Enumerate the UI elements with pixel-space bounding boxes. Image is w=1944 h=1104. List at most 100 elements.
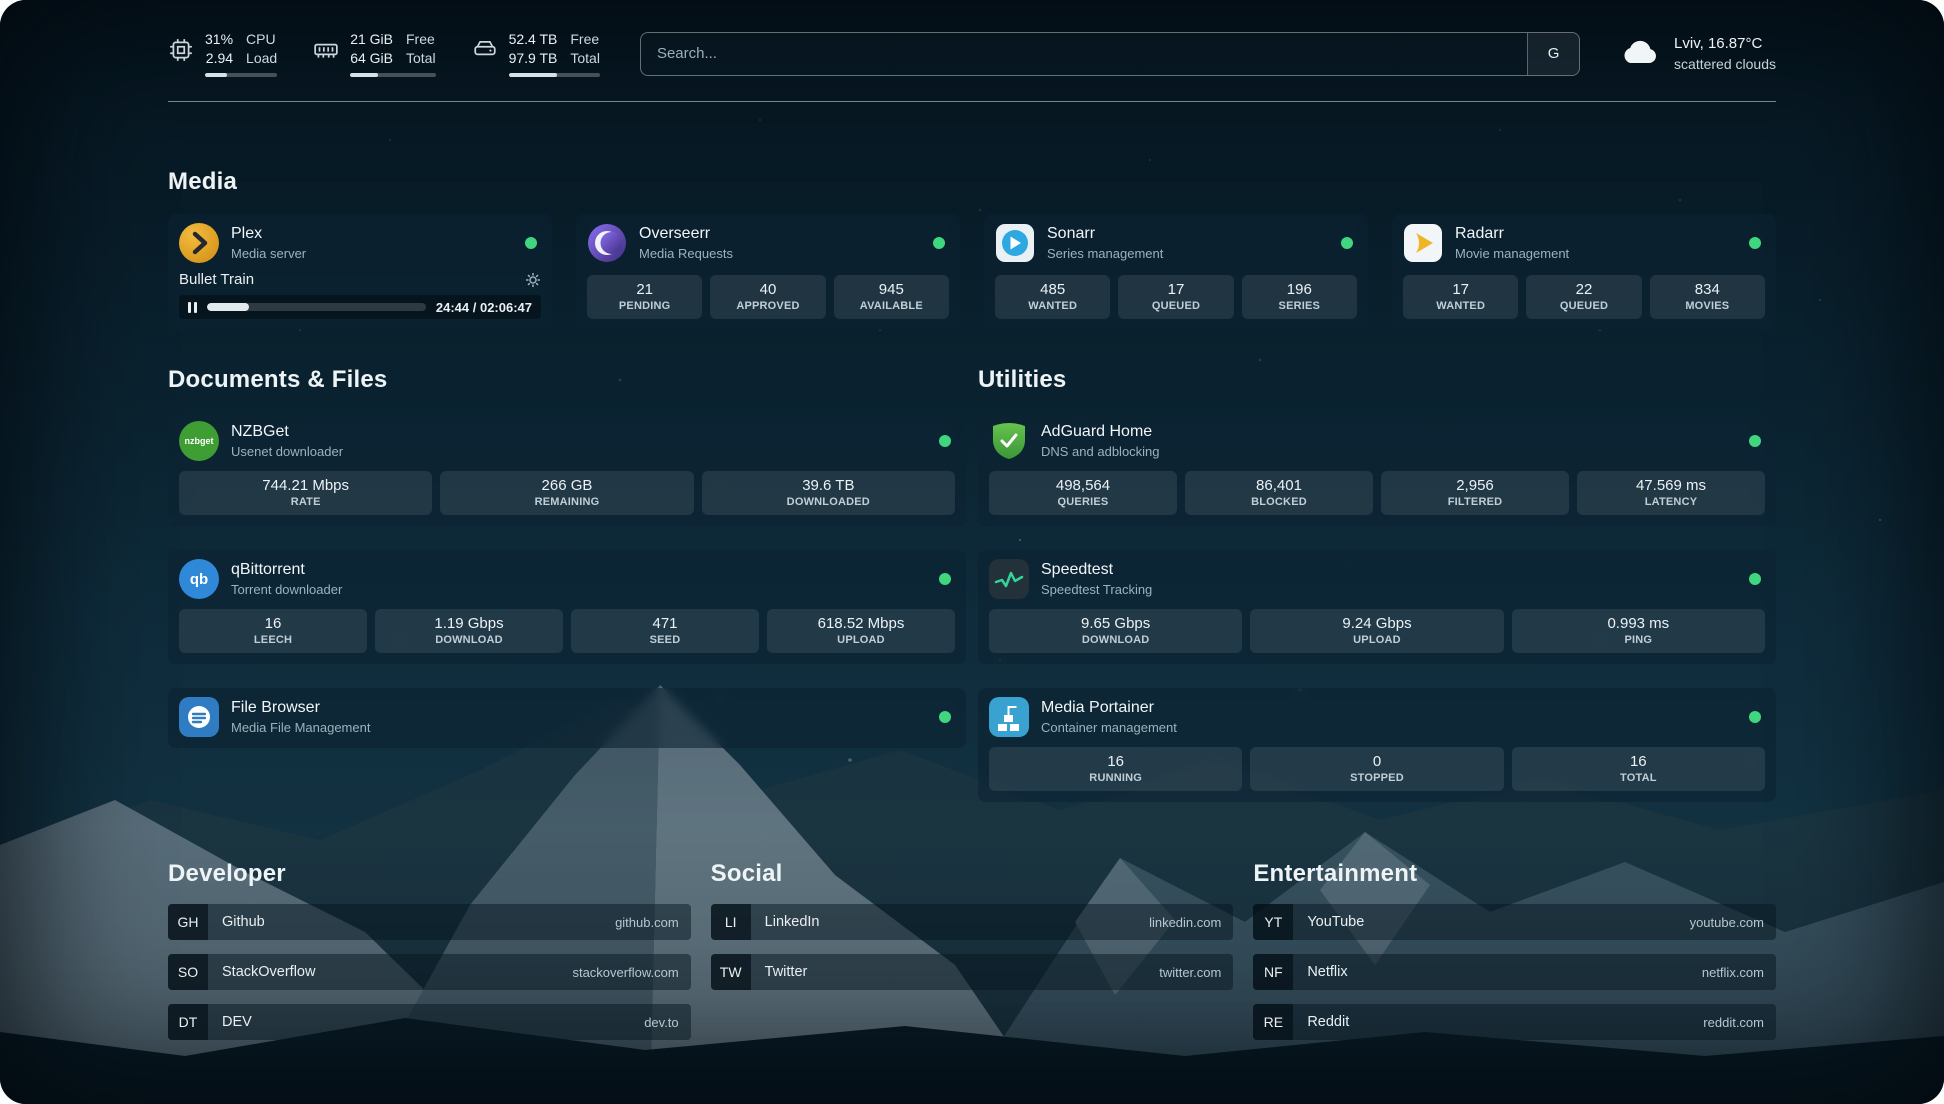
stat-label: BLOCKED (1251, 496, 1307, 508)
bookmark-abbr: SO (168, 954, 208, 990)
stat-label: MOVIES (1685, 300, 1730, 312)
cloud-icon (1620, 36, 1660, 71)
card-subtitle: Container management (1041, 720, 1177, 735)
bookmark-netflix[interactable]: NF Netflix netflix.com (1253, 954, 1776, 990)
card-radarr[interactable]: Radarr Movie management 17 WANTED 22 QUE… (1392, 214, 1776, 330)
bookmark-dev[interactable]: DT DEV dev.to (168, 1004, 691, 1040)
bookmark-linkedin[interactable]: LI LinkedIn linkedin.com (710, 904, 1234, 940)
stat-label: UPLOAD (837, 634, 885, 646)
stat-box: 16 TOTAL (1511, 747, 1765, 791)
bookmark-github[interactable]: GH Github github.com (168, 904, 691, 940)
section-title-documents: Documents & Files (168, 366, 388, 393)
search-input[interactable] (640, 32, 1528, 75)
section-title-social: Social (710, 860, 783, 887)
bookmark-name: YouTube (1307, 914, 1365, 930)
stat-value: 17 (1167, 281, 1185, 298)
card-overseerr[interactable]: Overseerr Media Requests 21 PENDING 40 A… (576, 214, 960, 330)
stat-box: 40 APPROVED (710, 275, 826, 319)
overseerr-icon (587, 223, 627, 263)
card-title: Media Portainer (1041, 699, 1154, 716)
stat-label: TOTAL (1619, 772, 1657, 784)
disk-free-label: Free (570, 31, 600, 47)
card-title: qBittorrent (231, 561, 305, 578)
section-entertainment: Entertainment YT YouTube youtube.com NF … (1253, 860, 1776, 1054)
stat-label: REMAINING (534, 496, 600, 508)
status-dot (1341, 237, 1353, 249)
stat-label: FILTERED (1447, 496, 1503, 508)
memory-total-value: 64 GiB (350, 50, 393, 66)
stat-value: 744.21 Mbps (262, 477, 350, 494)
top-bar: 31% 2.94 CPU Load (168, 0, 1776, 77)
memory-widget: 21 GiB 64 GiB Free Total (313, 30, 436, 77)
stat-value: 16 (1629, 753, 1647, 770)
stat-box: 834 MOVIES (1649, 275, 1765, 319)
memory-icon (313, 37, 339, 68)
card-speedtest[interactable]: Speedtest Speedtest Tracking 9.65 Gbps D… (978, 550, 1776, 664)
card-subtitle: Usenet downloader (231, 444, 344, 459)
stat-value: 22 (1575, 281, 1593, 298)
stat-box: 485 WANTED (995, 275, 1111, 319)
bookmark-stackoverflow[interactable]: SO StackOverflow stackoverflow.com (168, 954, 691, 990)
card-nzbget[interactable]: nzbget NZBGet Usenet downloader 744.21 M… (168, 412, 966, 526)
bookmark-abbr: DT (168, 1004, 208, 1040)
nzbget-icon: nzbget (179, 421, 219, 461)
bookmark-url: reddit.com (1703, 1014, 1764, 1030)
stat-label: DOWNLOAD (1081, 634, 1150, 646)
card-adguard-home[interactable]: AdGuard Home DNS and adblocking 498,564 … (978, 412, 1776, 526)
section-title-utilities: Utilities (978, 366, 1067, 393)
seek-bar[interactable] (207, 303, 426, 311)
card-sonarr[interactable]: Sonarr Series management 485 WANTED 17 Q… (984, 214, 1368, 330)
bookmark-twitter[interactable]: TW Twitter twitter.com (710, 954, 1234, 990)
adguard-icon (989, 421, 1029, 461)
pause-icon[interactable] (188, 301, 197, 313)
now-playing-title: Bullet Train (179, 271, 255, 288)
bookmark-url: linkedin.com (1149, 914, 1222, 930)
stat-value: 9.65 Gbps (1081, 615, 1151, 632)
card-qbittorrent[interactable]: qb qBittorrent Torrent downloader 16 LEE… (168, 550, 966, 664)
stat-value: 2,956 (1456, 477, 1494, 494)
section-developer: Developer GH Github github.com SO StackO… (168, 860, 691, 1054)
stat-box: 744.21 Mbps RATE (179, 471, 433, 515)
card-subtitle: DNS and adblocking (1041, 444, 1160, 459)
status-dot (933, 237, 945, 249)
cpu-percent: 31% (205, 31, 234, 47)
stat-label: WANTED (1436, 300, 1486, 312)
stat-label: SERIES (1278, 300, 1321, 312)
search-provider-button[interactable]: G (1527, 32, 1580, 75)
stat-box: 0 STOPPED (1250, 747, 1504, 791)
resource-widgets: 31% 2.94 CPU Load (168, 30, 600, 77)
stat-value: 498,564 (1055, 477, 1111, 494)
memory-free-value: 21 GiB (350, 31, 393, 47)
stat-label: LATENCY (1644, 496, 1698, 508)
playback-bar: 24:44 / 02:06:47 (179, 295, 541, 319)
card-file-browser[interactable]: File Browser Media File Management (168, 688, 966, 748)
status-dot (939, 573, 951, 585)
bookmark-name: Netflix (1307, 964, 1348, 980)
stat-label: STOPPED (1350, 772, 1404, 784)
bookmark-reddit[interactable]: RE Reddit reddit.com (1253, 1004, 1776, 1040)
stat-box: 9.65 Gbps DOWNLOAD (989, 609, 1243, 653)
gear-icon[interactable] (525, 272, 541, 288)
search-bar: G (639, 31, 1581, 76)
bookmark-name: Reddit (1307, 1014, 1350, 1030)
radarr-icon (1403, 223, 1443, 263)
bookmark-url: twitter.com (1159, 964, 1222, 980)
bookmark-url: stackoverflow.com (572, 964, 679, 980)
card-media-portainer[interactable]: Media Portainer Container management 16 … (978, 688, 1776, 802)
stat-box: 22 QUEUED (1526, 275, 1642, 319)
stat-box: 16 LEECH (179, 609, 367, 653)
card-title: NZBGet (231, 423, 289, 440)
bookmark-youtube[interactable]: YT YouTube youtube.com (1253, 904, 1776, 940)
stat-box: 618.52 Mbps UPLOAD (767, 609, 955, 653)
stat-label: SEED (649, 634, 681, 646)
card-plex[interactable]: Plex Media server Bullet Train (168, 214, 552, 330)
stat-value: 471 (652, 615, 678, 632)
stat-value: 16 (1107, 753, 1124, 770)
stat-label: QUEUED (1559, 300, 1609, 312)
stat-value: 0 (1372, 753, 1382, 770)
playback-time: 24:44 / 02:06:47 (435, 299, 532, 315)
stat-label: UPLOAD (1353, 634, 1401, 646)
disk-icon (472, 37, 498, 68)
middle-sections: Documents & Files nzbget NZBGet Usenet d… (168, 366, 1776, 802)
card-title: Speedtest (1041, 561, 1114, 578)
